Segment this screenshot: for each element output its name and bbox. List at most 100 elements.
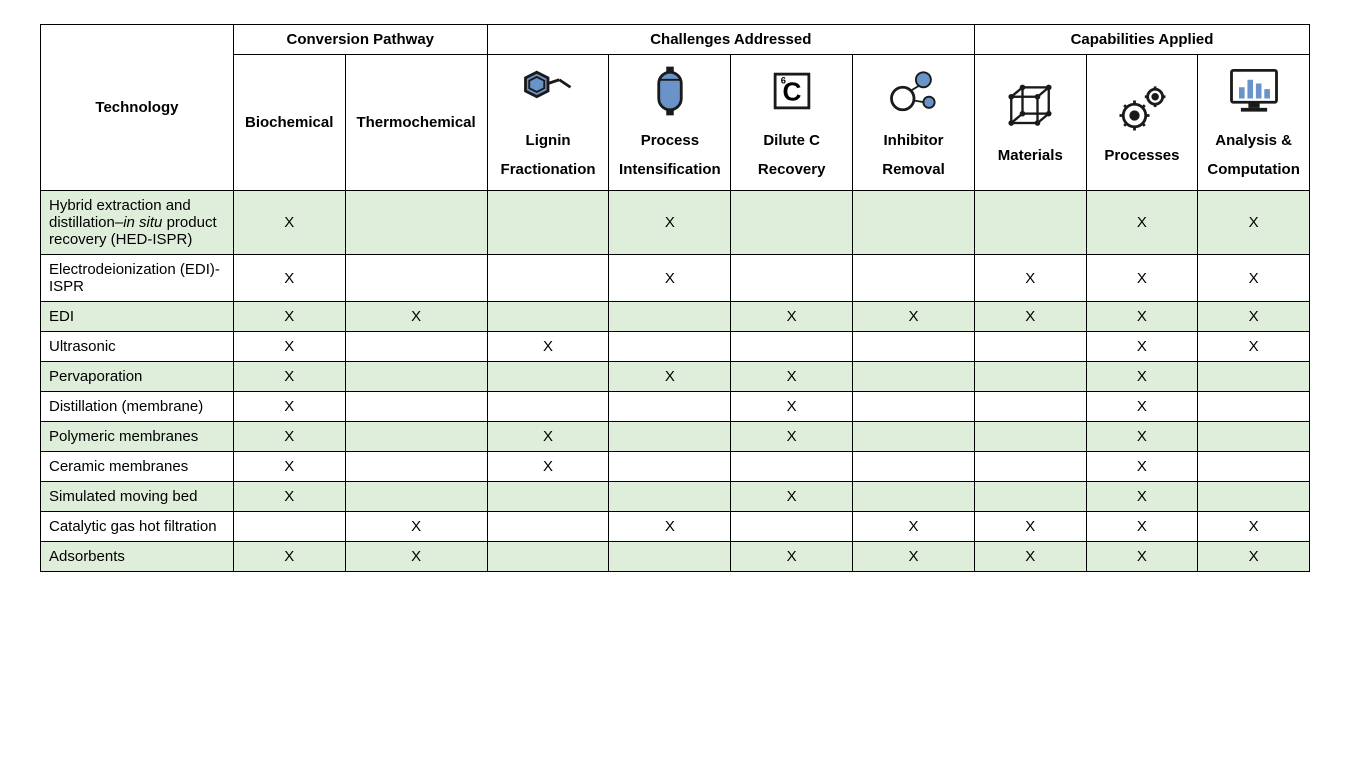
- mark-cell: [974, 422, 1086, 452]
- inhibitor-label-1: Inhibitor: [884, 132, 944, 149]
- mark-cell: [853, 482, 975, 512]
- table-row: Hybrid extraction and distillation–in si…: [41, 191, 1310, 255]
- mark-cell: X: [1198, 542, 1310, 572]
- tech-cell: Adsorbents: [41, 542, 234, 572]
- materials-label: Materials: [998, 144, 1063, 168]
- analysis-label-1: Analysis &: [1215, 132, 1292, 149]
- mark-cell: X: [1086, 542, 1198, 572]
- table-row: Distillation (membrane)XXX: [41, 392, 1310, 422]
- mark-cell: X: [345, 512, 487, 542]
- mark-cell: X: [487, 422, 609, 452]
- tech-cell: EDI: [41, 302, 234, 332]
- mark-cell: [853, 191, 975, 255]
- mark-cell: [487, 512, 609, 542]
- mark-cell: X: [233, 332, 345, 362]
- mark-cell: X: [1198, 302, 1310, 332]
- processes-label: Processes: [1104, 144, 1179, 168]
- technology-matrix-table: Technology Conversion Pathway Challenges…: [40, 24, 1310, 572]
- mark-cell: X: [487, 452, 609, 482]
- header-materials: Materials: [974, 55, 1086, 191]
- mark-cell: X: [1086, 362, 1198, 392]
- mark-cell: [1198, 482, 1310, 512]
- table-row: EDIXXXXXXX: [41, 302, 1310, 332]
- mark-cell: [345, 255, 487, 302]
- mark-cell: X: [731, 482, 853, 512]
- table-row: AdsorbentsXXXXXXX: [41, 542, 1310, 572]
- dilute-label-2: Recovery: [758, 161, 826, 178]
- header-analysis: Analysis & Computation: [1198, 55, 1310, 191]
- mark-cell: X: [974, 302, 1086, 332]
- svg-text:6: 6: [780, 76, 785, 86]
- mark-cell: X: [1086, 302, 1198, 332]
- mark-cell: [974, 362, 1086, 392]
- mark-cell: X: [1198, 255, 1310, 302]
- mark-cell: [974, 332, 1086, 362]
- inhibitor-label-2: Removal: [882, 161, 945, 178]
- mark-cell: X: [853, 542, 975, 572]
- process-label-1: Process: [641, 132, 699, 149]
- tech-cell: Polymeric membranes: [41, 422, 234, 452]
- tech-cell: Hybrid extraction and distillation–in si…: [41, 191, 234, 255]
- lignin-label-1: Lignin: [526, 132, 571, 149]
- mark-cell: X: [974, 512, 1086, 542]
- mark-cell: X: [1198, 512, 1310, 542]
- mark-cell: X: [1086, 332, 1198, 362]
- mark-cell: [609, 392, 731, 422]
- table-row: Catalytic gas hot filtrationXXXXXX: [41, 512, 1310, 542]
- mark-cell: X: [1198, 332, 1310, 362]
- mark-cell: [609, 422, 731, 452]
- mark-cell: [345, 191, 487, 255]
- mark-cell: X: [1086, 255, 1198, 302]
- monitor-chart-icon: [1224, 61, 1284, 121]
- mark-cell: [853, 255, 975, 302]
- mark-cell: [345, 422, 487, 452]
- benzene-icon: [518, 61, 578, 121]
- mark-cell: [345, 362, 487, 392]
- mark-cell: X: [233, 452, 345, 482]
- mark-cell: X: [233, 302, 345, 332]
- mark-cell: [853, 452, 975, 482]
- mark-cell: [487, 191, 609, 255]
- header-biochemical: Biochemical: [233, 55, 345, 191]
- tech-cell: Distillation (membrane): [41, 392, 234, 422]
- mark-cell: X: [1198, 191, 1310, 255]
- tech-cell: Electrodeionization (EDI)-ISPR: [41, 255, 234, 302]
- mark-cell: X: [233, 542, 345, 572]
- mark-cell: X: [1086, 482, 1198, 512]
- carbon-icon: C 6: [762, 61, 822, 121]
- header-process-intensification: Process Intensification: [609, 55, 731, 191]
- mark-cell: [1198, 422, 1310, 452]
- mark-cell: X: [609, 512, 731, 542]
- mark-cell: [487, 362, 609, 392]
- mark-cell: X: [345, 542, 487, 572]
- mark-cell: [731, 512, 853, 542]
- mark-cell: [487, 542, 609, 572]
- mark-cell: X: [609, 362, 731, 392]
- mark-cell: [487, 302, 609, 332]
- mark-cell: [974, 482, 1086, 512]
- mark-cell: X: [731, 542, 853, 572]
- mark-cell: [974, 392, 1086, 422]
- mark-cell: X: [731, 362, 853, 392]
- cube-icon: [1000, 78, 1060, 138]
- mark-cell: X: [974, 542, 1086, 572]
- header-challenges: Challenges Addressed: [487, 25, 974, 55]
- header-dilute-c: C 6 Dilute C Recovery: [731, 55, 853, 191]
- mark-cell: X: [233, 422, 345, 452]
- mark-cell: [345, 392, 487, 422]
- mark-cell: [853, 362, 975, 392]
- mark-cell: X: [233, 392, 345, 422]
- mark-cell: X: [345, 302, 487, 332]
- mark-cell: X: [1086, 512, 1198, 542]
- gears-icon: [1112, 78, 1172, 138]
- mark-cell: X: [731, 302, 853, 332]
- mark-cell: X: [853, 302, 975, 332]
- tech-cell: Pervaporation: [41, 362, 234, 392]
- molecule-icon: [884, 61, 944, 121]
- mark-cell: X: [731, 422, 853, 452]
- header-inhibitor: Inhibitor Removal: [853, 55, 975, 191]
- mark-cell: X: [1086, 452, 1198, 482]
- mark-cell: [487, 392, 609, 422]
- table-row: Polymeric membranesXXXX: [41, 422, 1310, 452]
- mark-cell: X: [853, 512, 975, 542]
